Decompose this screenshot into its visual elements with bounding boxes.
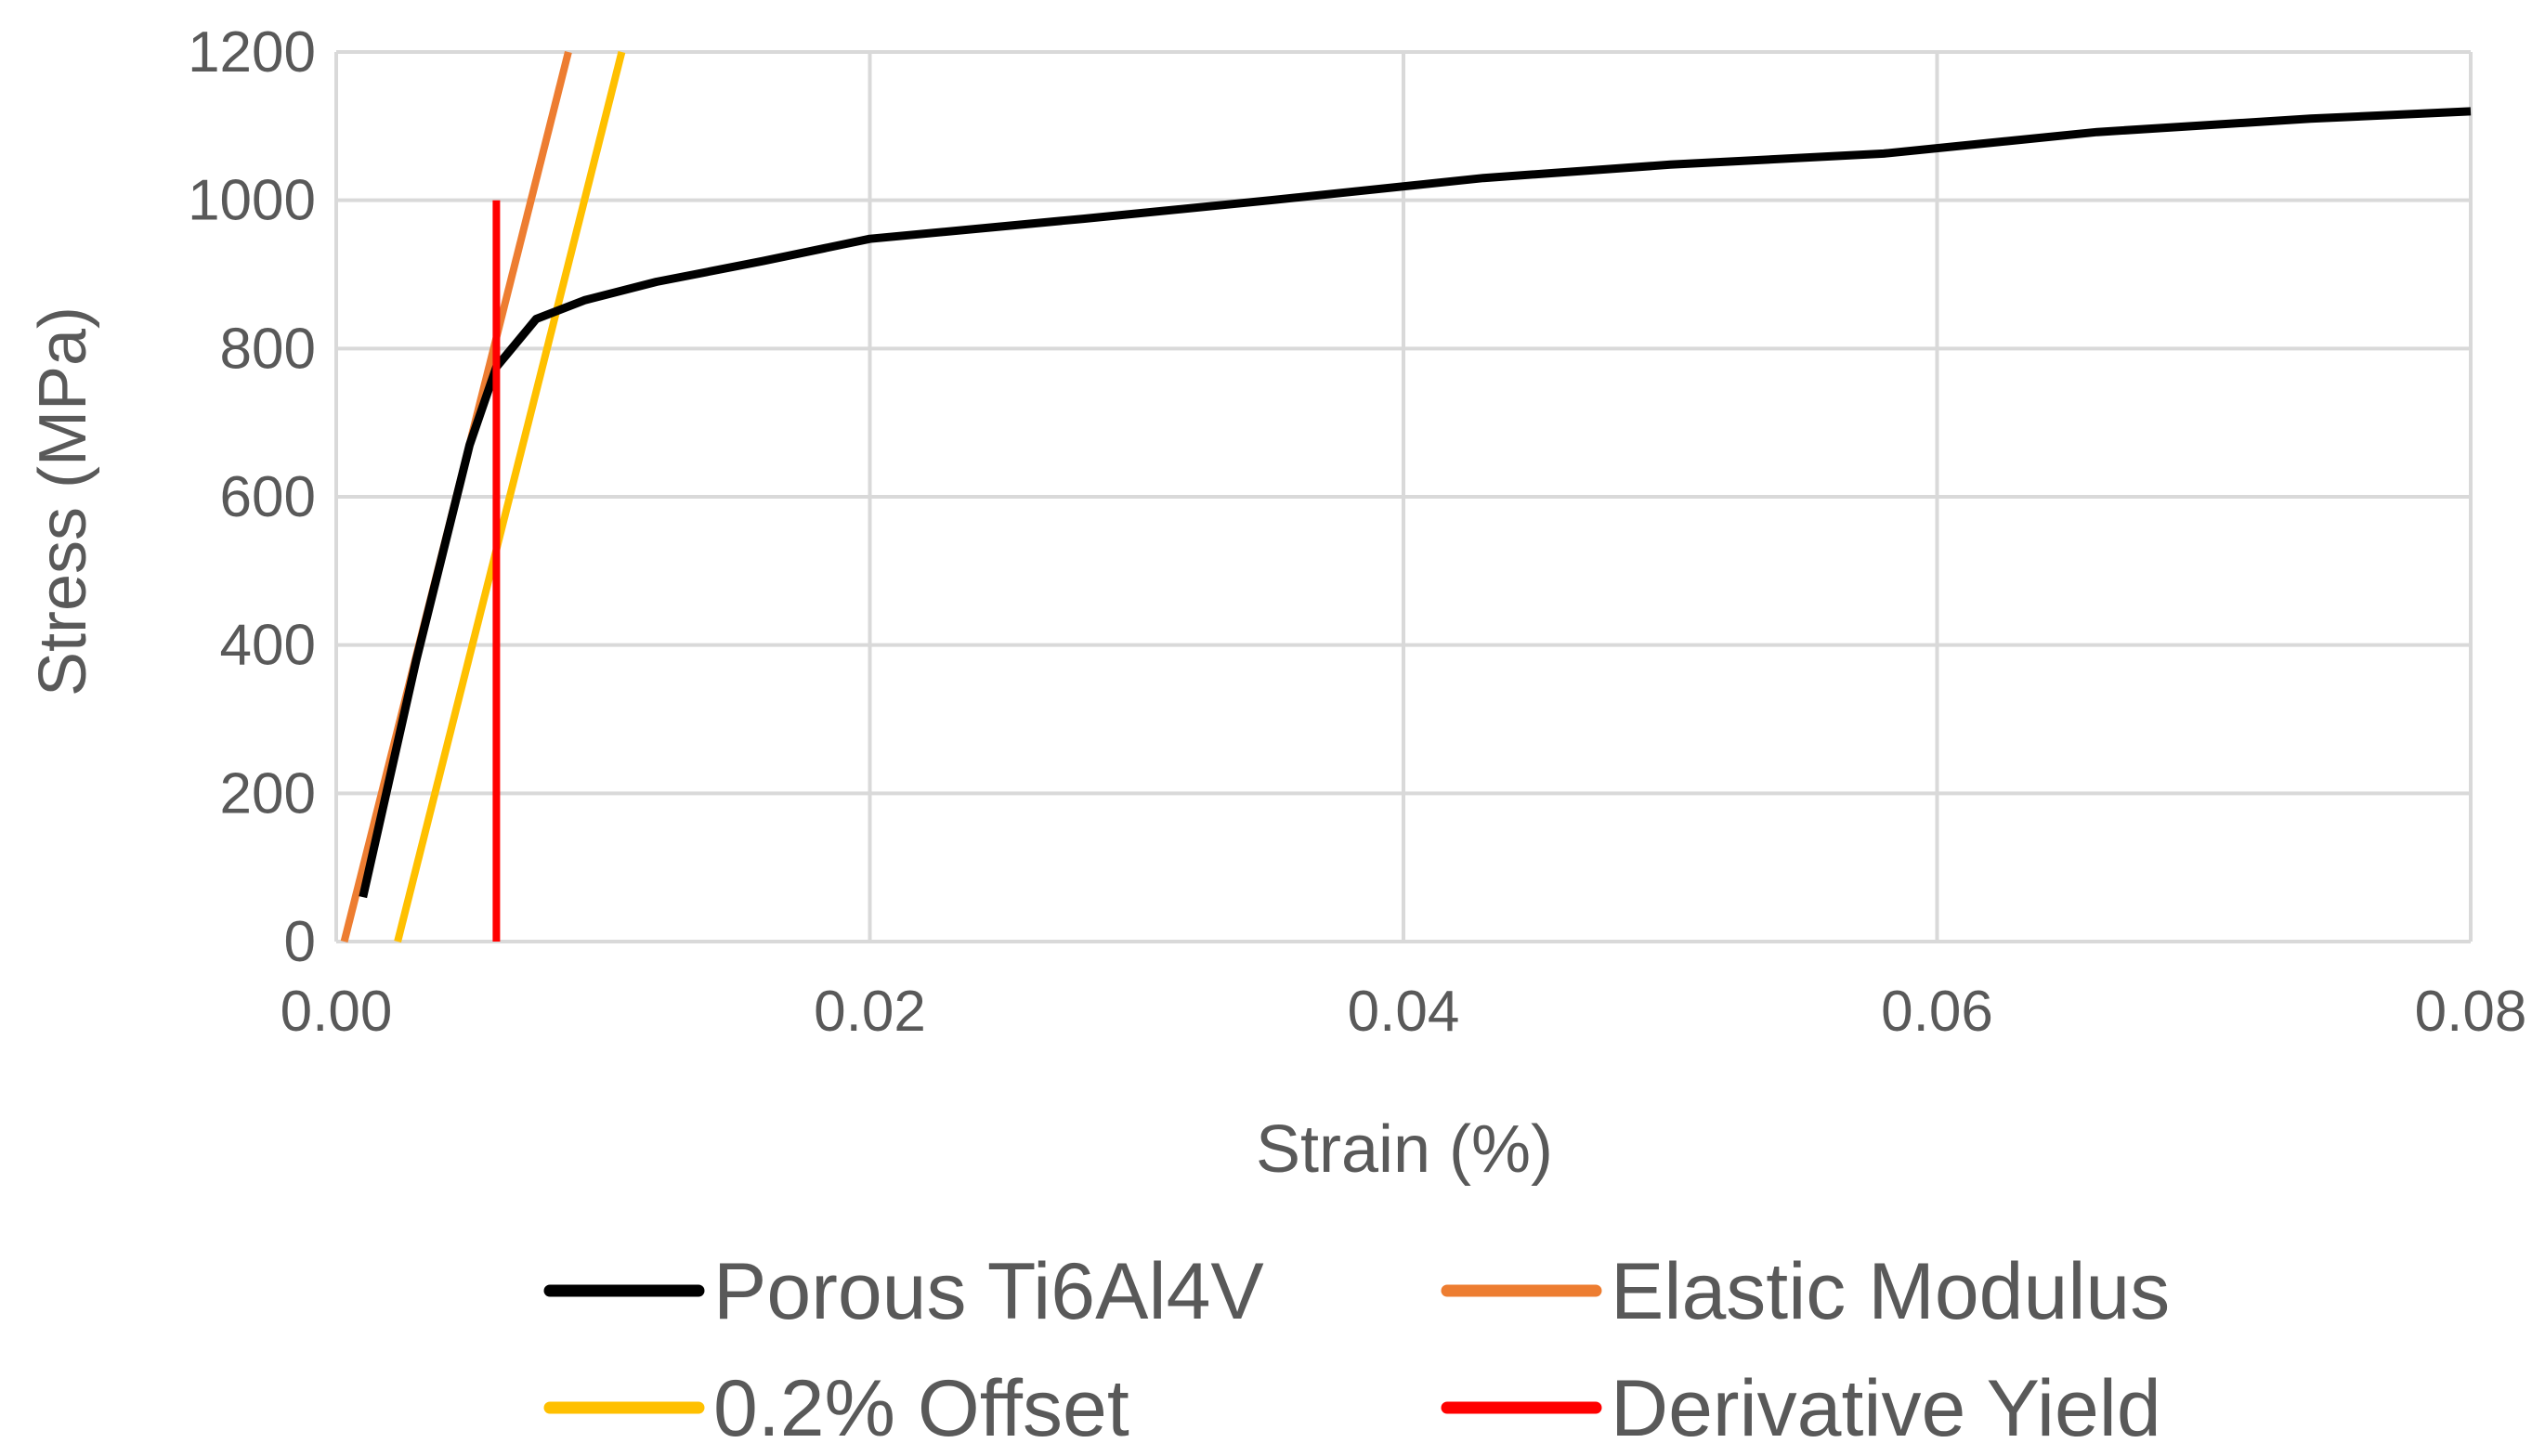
legend-item-elastic-modulus: Elastic Modulus: [1441, 1247, 2170, 1336]
y-tick-label: 800: [220, 317, 316, 381]
y-tick-label: 200: [220, 761, 316, 826]
y-tick-label: 1000: [188, 169, 316, 233]
series-lines: [340, 51, 2472, 942]
x-tick-label: 0.06: [1881, 980, 1993, 1044]
legend-label-derivative-yield: Derivative Yield: [1611, 1364, 2161, 1453]
x-tick-label: 0.02: [814, 980, 926, 1044]
y-tick-label: 600: [220, 465, 316, 529]
legend-label-elastic-modulus: Elastic Modulus: [1611, 1247, 2170, 1336]
series-line-0-2-offset: [394, 51, 626, 942]
x-tick-label: 0.00: [281, 980, 393, 1044]
legend-item-offset: 0.2% Offset: [543, 1364, 1129, 1453]
legend-item-derivative-yield: Derivative Yield: [1441, 1364, 2161, 1453]
legend-label-offset: 0.2% Offset: [713, 1364, 1129, 1453]
legend: Porous Ti6Al4V Elastic Modulus 0.2% Offs…: [543, 1247, 2170, 1453]
y-tick-label: 1200: [188, 20, 316, 84]
x-axis-title: Strain (%): [1256, 1112, 1553, 1187]
y-axis-title: Stress (MPa): [26, 306, 100, 696]
y-tick-label: 0: [284, 910, 316, 974]
legend-label-porous-ti6al4v: Porous Ti6Al4V: [713, 1247, 1264, 1336]
series-line-porous-ti6al4v: [359, 107, 2472, 899]
legend-item-porous-ti6al4v: Porous Ti6Al4V: [543, 1247, 1264, 1336]
y-tick-label: 400: [220, 614, 316, 678]
x-tick-label: 0.08: [2415, 980, 2527, 1044]
x-tick-label: 0.04: [1348, 980, 1460, 1044]
tick-labels: 0 200 400 600 800 1000 1200 0.00 0.02 0.04 0.06 0.0…: [188, 20, 2526, 1044]
grid: [334, 50, 2473, 943]
